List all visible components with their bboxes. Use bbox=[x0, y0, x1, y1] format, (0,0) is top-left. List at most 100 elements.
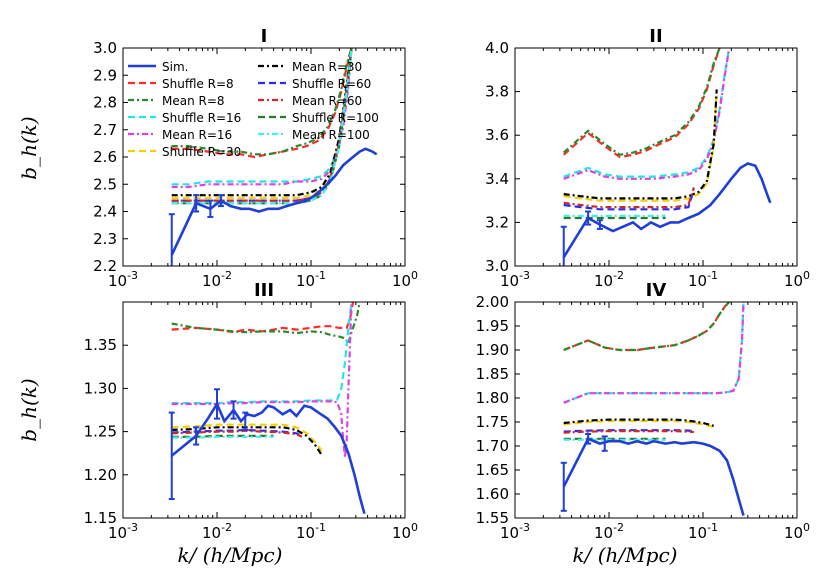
series-line-shuffle30 bbox=[171, 423, 323, 452]
error-bar bbox=[596, 219, 603, 230]
series-line-shuffle16 bbox=[563, 48, 731, 178]
y-tick-label: 1.65 bbox=[476, 461, 509, 479]
y-tick-label: 2.5 bbox=[93, 175, 117, 193]
error-bar bbox=[560, 461, 567, 512]
error-bar bbox=[230, 400, 237, 420]
series-line-shuffle16 bbox=[171, 302, 353, 405]
legend-item-mean30: Mean R=30 bbox=[258, 60, 362, 74]
panel-title: III bbox=[254, 280, 274, 301]
y-tick-label: 2.2 bbox=[93, 257, 117, 275]
y-tick-label: 2.7 bbox=[93, 121, 117, 139]
series-line-mean30 bbox=[563, 418, 714, 427]
x-axis-label-left: k/ (h/Mpc) bbox=[178, 543, 283, 567]
y-tick-label: 3.0 bbox=[93, 39, 117, 57]
error-bar bbox=[193, 194, 200, 213]
error-bar bbox=[168, 411, 175, 500]
y-tick-label: 2.4 bbox=[93, 203, 117, 221]
legend-item-sim: Sim. bbox=[128, 60, 188, 74]
y-tick-label: 2.3 bbox=[93, 230, 117, 248]
x-tick-label: 10-2 bbox=[594, 269, 624, 290]
legend-label: Shuffle R=100 bbox=[292, 111, 379, 125]
plot-frame bbox=[514, 47, 798, 267]
panel-title: II bbox=[649, 26, 662, 47]
panel-title: I bbox=[261, 26, 268, 47]
y-tick-label: 1.25 bbox=[84, 423, 117, 441]
panel-1: I 2.2 2.3 2.4 2.5 2.6 2.7 2.8 2.9 3.0 10-3 10-2 10-1… bbox=[93, 26, 418, 290]
legend-label: Mean R=100 bbox=[292, 128, 370, 142]
y-tick-label: 1.85 bbox=[476, 365, 509, 383]
series-line-mean30 bbox=[171, 426, 323, 456]
y-tick-label: 3.6 bbox=[485, 126, 509, 144]
series-line-mean60 bbox=[563, 187, 695, 209]
x-tick-label: 100 bbox=[392, 269, 418, 290]
x-tick-label: 10-1 bbox=[296, 269, 326, 290]
error-bar bbox=[207, 199, 214, 218]
x-tick-label: 10-2 bbox=[594, 521, 624, 542]
series-line-sim bbox=[562, 162, 772, 258]
legend-item-mean60: Mean R=60 bbox=[258, 94, 362, 108]
series-line-sim bbox=[562, 437, 745, 516]
legend-item-mean100: Mean R=100 bbox=[258, 128, 370, 142]
x-axis-label-right: k/ (h/Mpc) bbox=[573, 543, 678, 567]
series-line-sim bbox=[170, 401, 366, 515]
series-line-shuffle8 bbox=[171, 302, 355, 334]
y-tick-label: 2.00 bbox=[476, 293, 509, 311]
y-tick-label: 1.15 bbox=[84, 509, 117, 527]
y-tick-label: 3.0 bbox=[485, 257, 509, 275]
y-tick-label: 2.9 bbox=[93, 66, 117, 84]
legend-label: Shuffle R=16 bbox=[162, 111, 241, 125]
y-tick-label: 1.95 bbox=[476, 317, 509, 335]
y-tick-label: 1.75 bbox=[476, 413, 509, 431]
y-tick-label: 1.55 bbox=[476, 509, 509, 527]
error-bar bbox=[214, 388, 220, 420]
y-tick-label: 1.80 bbox=[476, 389, 509, 407]
y-axis-label-bottom: b_h(k) bbox=[17, 378, 41, 441]
legend-item-shuffle8: Shuffle R=8 bbox=[128, 77, 234, 91]
series-line-mean8 bbox=[171, 48, 353, 156]
series-line-shuffle60 bbox=[563, 189, 695, 211]
series-line-shuffle30 bbox=[563, 91, 718, 202]
legend-label: Sim. bbox=[162, 60, 188, 74]
legend-label: Shuffle R=30 bbox=[162, 145, 241, 159]
legend: Sim. Shuffle R=8 Mean R=8 Shuffle R=16 Mean … bbox=[128, 60, 379, 159]
x-tick-label: 10-2 bbox=[202, 269, 232, 290]
series-line-mean16 bbox=[171, 302, 353, 458]
series-line-mean8 bbox=[562, 48, 721, 156]
y-tick-label: 1.35 bbox=[84, 336, 117, 354]
error-bar bbox=[560, 225, 567, 266]
x-tick-label: 10-3 bbox=[500, 269, 530, 290]
x-tick-label: 100 bbox=[784, 269, 810, 290]
series-line-mean8 bbox=[171, 302, 361, 347]
y-tick-label: 3.4 bbox=[485, 170, 509, 188]
legend-item-mean8: Mean R=8 bbox=[128, 94, 225, 108]
legend-item-shuffle30: Shuffle R=30 bbox=[128, 145, 241, 159]
x-tick-label: 10-1 bbox=[688, 269, 718, 290]
series-line-shuffle8 bbox=[563, 302, 731, 352]
x-tick-label: 10-1 bbox=[296, 521, 326, 542]
series-line-shuffle8 bbox=[562, 48, 721, 159]
legend-label: Shuffle R=8 bbox=[162, 77, 234, 91]
y-tick-label: 2.8 bbox=[93, 94, 117, 112]
panel-title: IV bbox=[646, 280, 667, 301]
error-bar bbox=[585, 433, 592, 445]
series-line-sim bbox=[170, 147, 378, 256]
series-line-mean60 bbox=[563, 430, 694, 434]
legend-label: Mean R=30 bbox=[292, 60, 362, 74]
panel-3: III 1.15 1.20 1.25 1.30 1.35 10-3 10-2 10-1 100 bbox=[84, 280, 418, 542]
series-line-mean16 bbox=[563, 302, 745, 404]
series-line-shuffle30 bbox=[563, 419, 714, 428]
y-axis-label-top: b_h(k) bbox=[17, 116, 41, 179]
legend-item-shuffle60: Shuffle R=60 bbox=[258, 77, 371, 91]
y-tick-label: 2.6 bbox=[93, 148, 117, 166]
y-tick-label: 1.70 bbox=[476, 437, 509, 455]
error-bar bbox=[242, 411, 249, 431]
series-line-mean30 bbox=[171, 48, 353, 197]
y-tick-label: 1.60 bbox=[476, 485, 509, 503]
legend-item-shuffle16: Shuffle R=16 bbox=[128, 111, 241, 125]
legend-label: Mean R=60 bbox=[292, 94, 362, 108]
x-tick-label: 10-1 bbox=[688, 521, 718, 542]
plot-frame bbox=[122, 301, 406, 519]
x-tick-label: 10-3 bbox=[108, 521, 138, 542]
series-line-mean30 bbox=[563, 89, 718, 200]
